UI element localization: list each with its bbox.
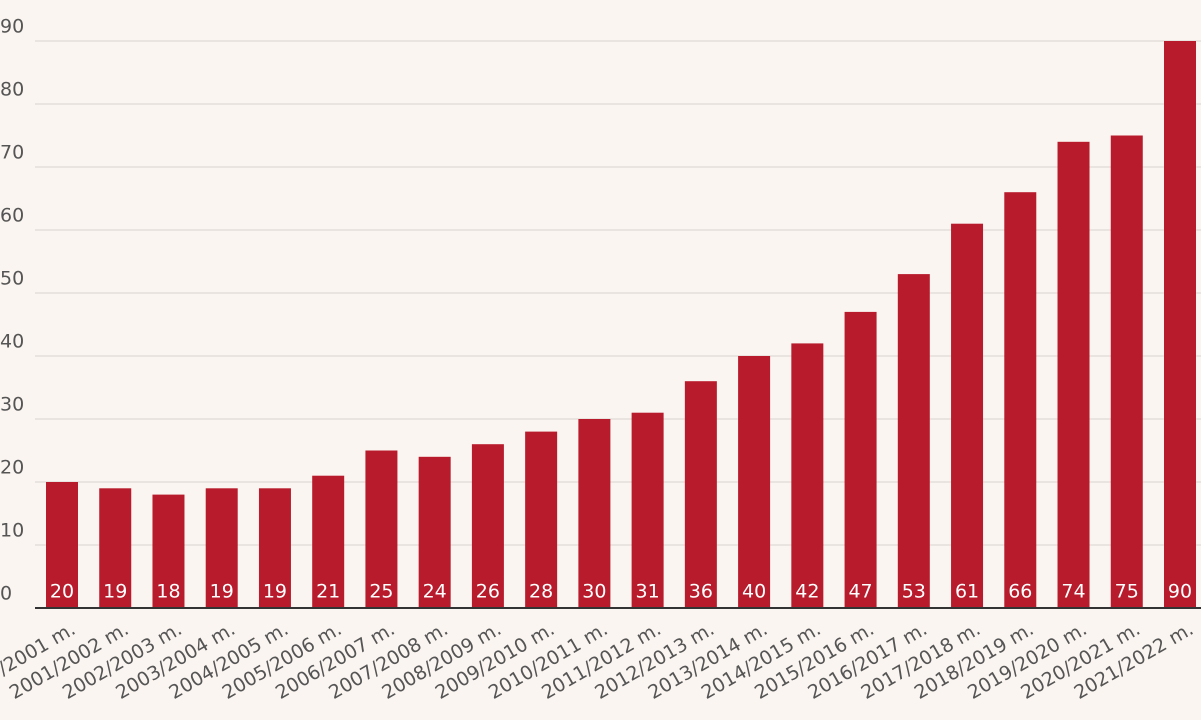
value-label: 31 [636, 581, 660, 603]
y-tick-label: 60 [0, 205, 24, 227]
bar [205, 488, 238, 608]
bar [897, 274, 930, 608]
y-tick-label: 80 [0, 79, 24, 101]
bar [1164, 41, 1196, 608]
value-label: 21 [316, 581, 340, 603]
value-label: 20 [50, 581, 74, 603]
value-label: 74 [1061, 581, 1085, 603]
value-label: 47 [848, 581, 872, 603]
bar [46, 482, 78, 608]
value-label: 19 [103, 581, 127, 603]
y-tick-label: 70 [0, 142, 24, 164]
value-label: 25 [369, 581, 393, 603]
value-label: 75 [1115, 581, 1139, 603]
y-tick-label: 40 [0, 331, 24, 353]
bar [844, 311, 877, 608]
value-label: 40 [742, 581, 766, 603]
bar [1110, 135, 1143, 608]
bar [578, 419, 611, 608]
value-label: 19 [210, 581, 234, 603]
value-label: 19 [263, 581, 287, 603]
bar [418, 456, 451, 608]
value-label: 24 [423, 581, 447, 603]
y-tick-label: 20 [0, 457, 24, 479]
value-label: 53 [902, 581, 926, 603]
y-tick-label: 0 [0, 583, 12, 605]
value-label: 30 [582, 581, 606, 603]
bar [312, 475, 345, 608]
bar [738, 356, 771, 608]
y-tick-label: 10 [0, 520, 24, 542]
value-label: 28 [529, 581, 553, 603]
bar [951, 223, 984, 608]
bar [791, 343, 824, 608]
y-tick-label: 90 [0, 16, 24, 38]
value-label: 42 [795, 581, 819, 603]
value-label: 61 [955, 581, 979, 603]
value-label: 18 [156, 581, 180, 603]
bar [152, 494, 185, 608]
bar [684, 381, 717, 608]
bar [471, 444, 504, 608]
value-label: 66 [1008, 581, 1032, 603]
bar [525, 431, 558, 608]
bar [631, 412, 664, 608]
bar [365, 450, 398, 608]
y-tick-label: 50 [0, 268, 24, 290]
bar [99, 488, 132, 608]
bar [1004, 192, 1037, 608]
bar [1057, 141, 1090, 609]
value-label: 26 [476, 581, 500, 603]
bar [258, 488, 291, 608]
y-tick-label: 30 [0, 394, 24, 416]
value-label: 36 [689, 581, 713, 603]
value-label: 90 [1168, 581, 1192, 603]
